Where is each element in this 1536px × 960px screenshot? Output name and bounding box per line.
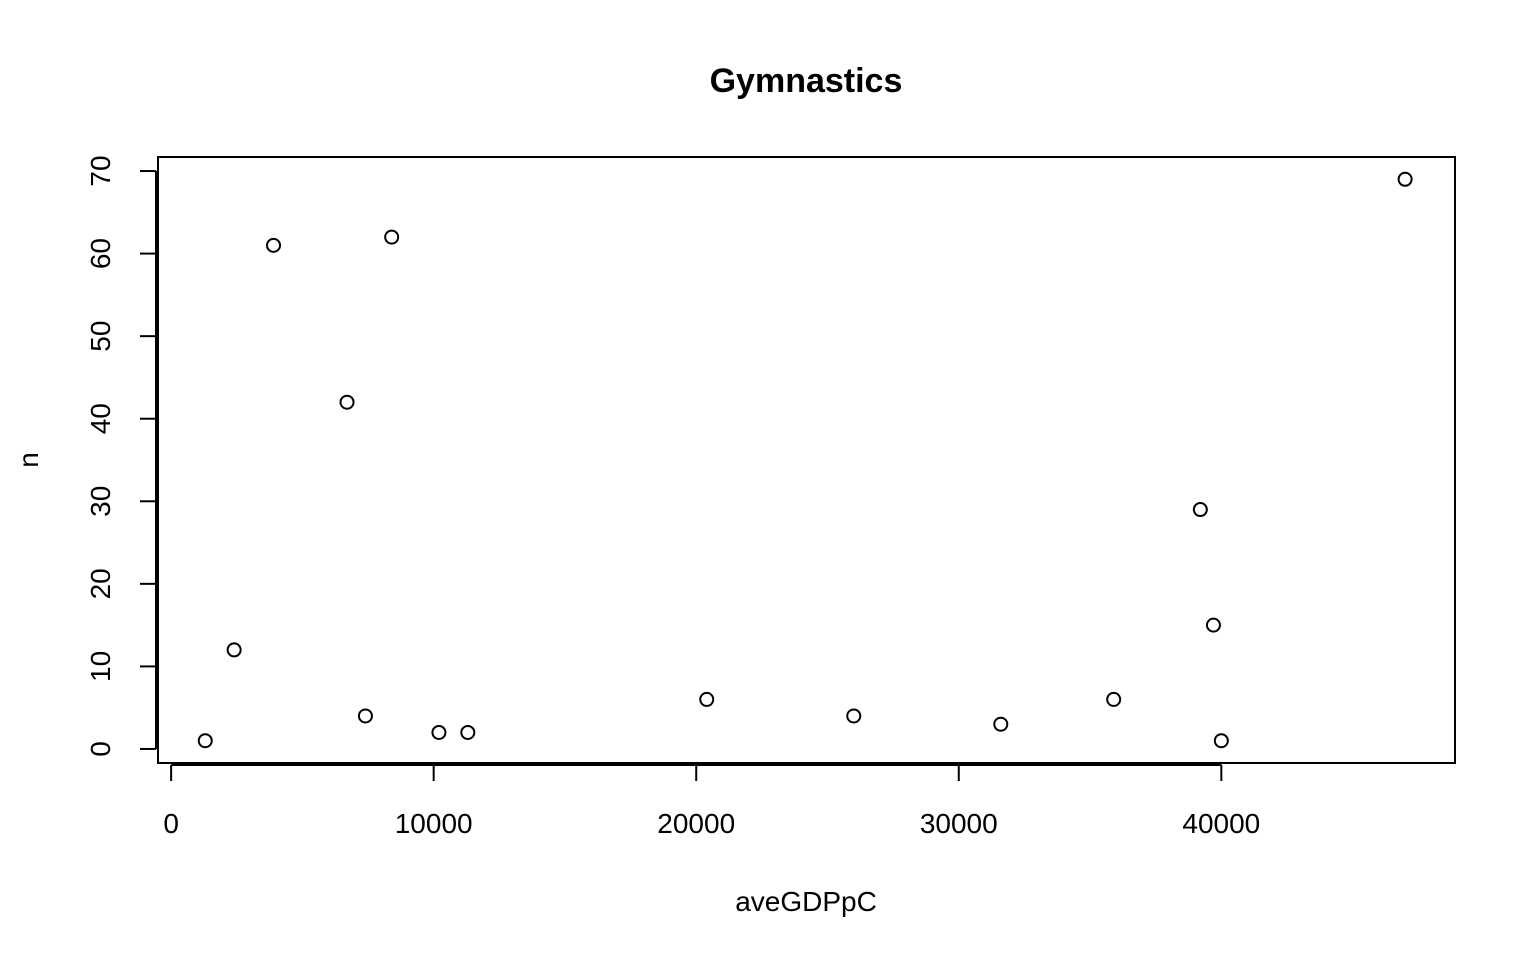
data-point [1192,502,1208,518]
data-point [1213,733,1229,749]
x-tick-label: 20000 [657,808,735,839]
y-tick-label: 60 [85,238,116,269]
y-tick-label: 10 [85,651,116,682]
data-point [384,229,400,245]
data-point [846,708,862,724]
data-point [1205,617,1221,633]
x-tick-label: 10000 [395,808,473,839]
data-point [699,691,715,707]
data-point [357,708,373,724]
y-tick-label: 70 [85,155,116,186]
y-tick-label: 40 [85,403,116,434]
y-axis: 0 10 20 30 40 50 60 70 [85,155,157,757]
data-point [197,733,213,749]
chart-title: Gymnastics [710,62,903,100]
data-point [431,724,447,740]
data-points [197,171,1413,749]
x-tick-label: 0 [163,808,179,839]
y-tick-label: 20 [85,568,116,599]
x-axis: 0 10000 20000 30000 40000 [163,764,1260,839]
y-tick-label: 50 [85,321,116,352]
data-point [226,642,242,658]
data-point [339,394,355,410]
data-point [1397,171,1413,187]
y-axis-label: n [13,452,44,468]
y-tick-label: 30 [85,486,116,517]
data-point [460,724,476,740]
x-tick-label: 30000 [920,808,998,839]
data-point [993,716,1009,732]
data-point [1106,691,1122,707]
x-tick-label: 40000 [1182,808,1260,839]
plot-frame [157,156,1456,764]
data-point [266,237,282,253]
y-tick-label: 0 [85,741,116,757]
x-axis-label: aveGDPpC [735,886,877,917]
